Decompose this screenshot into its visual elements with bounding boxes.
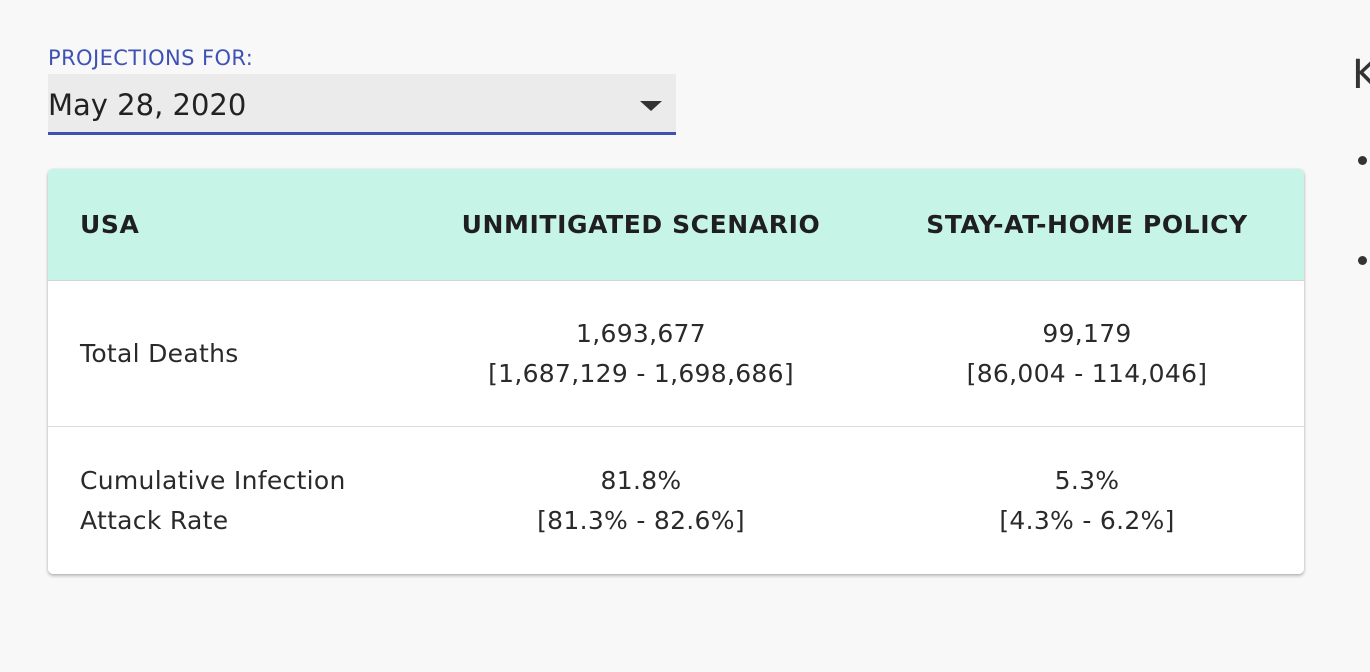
row-label-attack-rate-line2: Attack Rate xyxy=(80,505,229,535)
stay-at-home-value: 5.3% xyxy=(1054,465,1120,495)
stay-at-home-cell: 99,179 [86,004 - 114,046] xyxy=(862,281,1304,426)
unmitigated-value: 81.8% xyxy=(600,465,682,495)
chevron-down-icon[interactable] xyxy=(640,101,662,111)
projections-label: PROJECTIONS FOR: xyxy=(48,46,254,70)
bullet-icon xyxy=(1358,256,1367,265)
bullet-icon xyxy=(1358,156,1367,165)
row-label-attack-rate-line1: Cumulative Infection xyxy=(80,465,346,495)
table-row: Cumulative Infection Attack Rate 81.8% [… xyxy=(48,427,1304,574)
header-cell-unmitigated: UNMITIGATED SCENARIO xyxy=(420,169,862,280)
header-stay-at-home-label: STAY-AT-HOME POLICY xyxy=(926,210,1248,239)
unmitigated-cell: 1,693,677 [1,687,129 - 1,698,686] xyxy=(420,281,862,426)
selected-date: May 28, 2020 xyxy=(48,88,247,122)
unmitigated-value: 1,693,677 xyxy=(576,318,706,348)
row-label-total-deaths: Total Deaths xyxy=(80,338,239,368)
stay-at-home-range: [4.3% - 6.2%] xyxy=(999,505,1175,535)
stay-at-home-cell: 5.3% [4.3% - 6.2%] xyxy=(862,427,1304,574)
header-region-label: USA xyxy=(80,210,140,239)
projections-table: USA UNMITIGATED SCENARIO STAY-AT-HOME PO… xyxy=(48,169,1304,574)
projections-date-select: PROJECTIONS FOR: May 28, 2020 xyxy=(48,44,676,135)
table-row: Total Deaths 1,693,677 [1,687,129 - 1,69… xyxy=(48,281,1304,427)
unmitigated-range: [1,687,129 - 1,698,686] xyxy=(488,358,794,388)
date-dropdown[interactable]: May 28, 2020 xyxy=(48,74,676,135)
unmitigated-range: [81.3% - 82.6%] xyxy=(537,505,745,535)
row-label-cell: Total Deaths xyxy=(80,281,420,426)
header-cell-region: USA xyxy=(80,169,420,280)
header-cell-stay-at-home: STAY-AT-HOME POLICY xyxy=(862,169,1304,280)
table-header-row: USA UNMITIGATED SCENARIO STAY-AT-HOME PO… xyxy=(48,169,1304,281)
side-panel-heading: K xyxy=(1352,52,1370,98)
unmitigated-cell: 81.8% [81.3% - 82.6%] xyxy=(420,427,862,574)
stay-at-home-value: 99,179 xyxy=(1042,318,1132,348)
row-label-cell: Cumulative Infection Attack Rate xyxy=(80,427,420,574)
header-unmitigated-label: UNMITIGATED SCENARIO xyxy=(461,210,821,239)
stay-at-home-range: [86,004 - 114,046] xyxy=(966,358,1208,388)
